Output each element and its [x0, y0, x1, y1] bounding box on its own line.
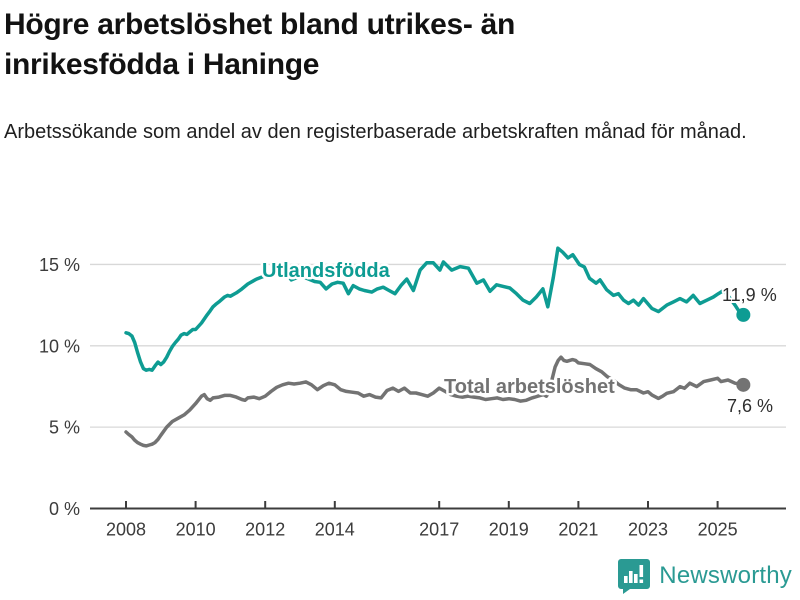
x-axis-tick-label: 2023 [628, 520, 668, 540]
brand-name: Newsworthy [659, 562, 792, 589]
y-axis-tick-label: 5 % [49, 418, 80, 438]
y-axis-tick-label: 15 % [39, 255, 80, 275]
newsworthy-logo: Newsworthy [617, 558, 792, 594]
y-axis-tick-label: 0 % [49, 499, 80, 519]
series-line-utlandsfodda [124, 246, 746, 372]
series-label: Utlandsfödda [262, 260, 391, 282]
chart-subtitle: Arbetssökande som andel av den registerb… [4, 121, 747, 143]
x-axis-tick-label: 2025 [698, 520, 738, 540]
series-end-value-label: 11,9 % [722, 285, 777, 305]
title-line-2: inrikesfödda i Haninge [4, 47, 320, 81]
series-line-total [124, 355, 746, 448]
x-axis-tick-label: 2017 [419, 520, 459, 540]
page-title: Högre arbetslöshet bland utrikes- än inri… [4, 5, 784, 84]
x-axis-tick-label: 2014 [315, 520, 355, 540]
x-axis-tick-label: 2021 [558, 520, 598, 540]
series-end-dot [736, 377, 751, 392]
x-axis-tick-label: 2010 [176, 520, 216, 540]
series-end-dot [736, 307, 751, 322]
x-axis-tick-label: 2008 [106, 520, 146, 540]
x-axis-tick-label: 2019 [489, 520, 529, 540]
bar-chart-speech-bubble-icon [618, 559, 651, 594]
title-line-1: Högre arbetslöshet bland utrikes- än [4, 8, 515, 41]
y-axis-tick-label: 10 % [39, 336, 80, 356]
series-label: Total arbetslöshet [444, 376, 615, 398]
series-end-value-label: 7,6 % [727, 396, 773, 416]
x-axis-tick-label: 2012 [245, 520, 285, 540]
